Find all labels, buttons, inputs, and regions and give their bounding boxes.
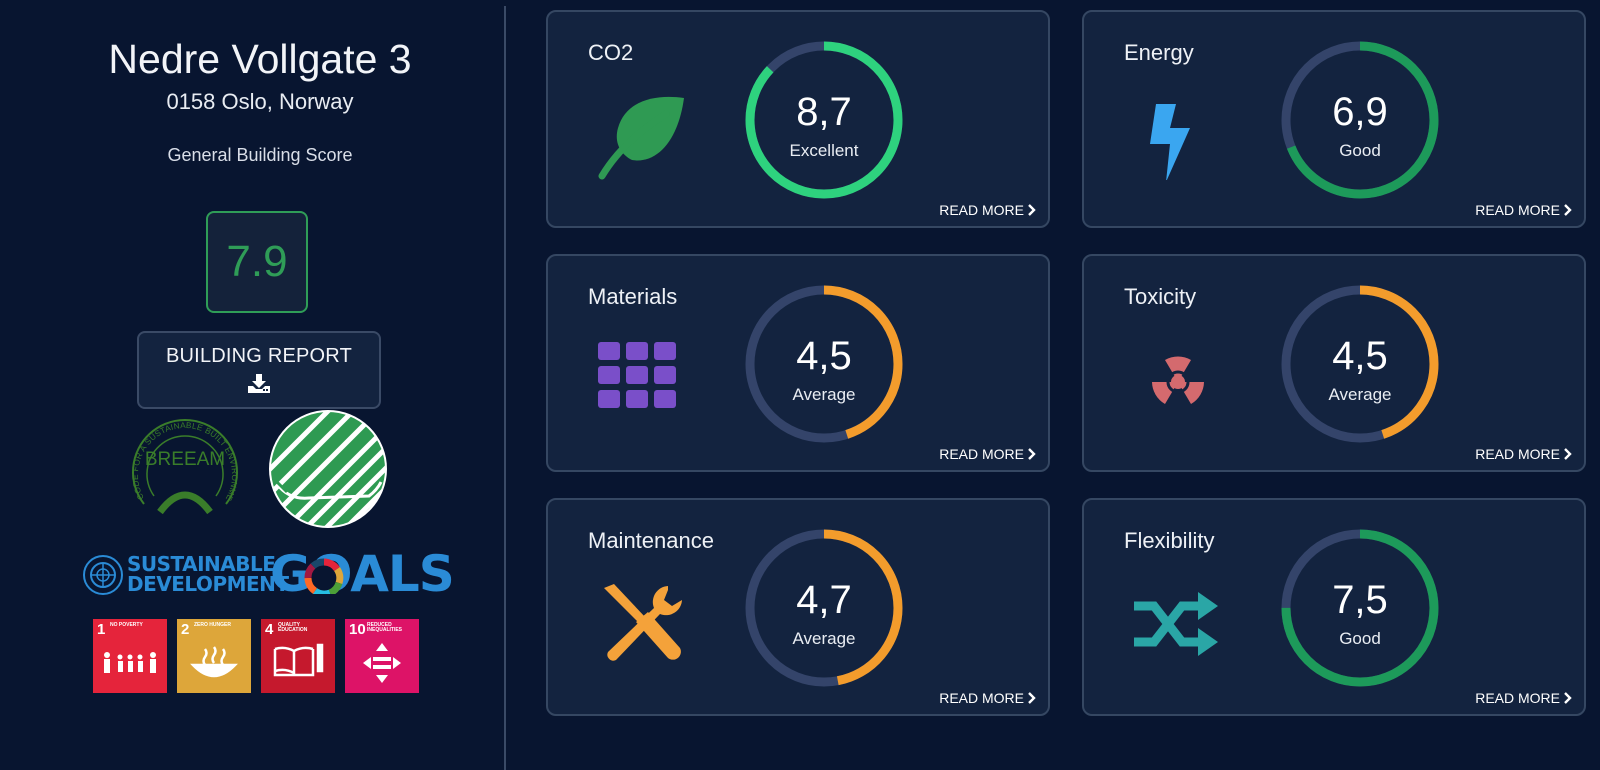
sdg-tile-2: 2 ZERO HUNGER	[177, 619, 251, 693]
general-score-badge: 7.9	[206, 211, 308, 313]
building-report-label: BUILDING REPORT	[166, 345, 352, 367]
sdg-tile-4: 4 QUALITY EDUCATION	[261, 619, 335, 693]
chevron-right-icon	[1028, 692, 1036, 704]
sdg-tile-caption: ZERO HUNGER	[194, 622, 231, 628]
card-co2: CO2 8,7 Excellent READ MORE	[546, 10, 1050, 228]
score-gauge: 4,5 Average	[1280, 284, 1440, 444]
card-toxicity: Toxicity 4,5 Average READ MORE	[1082, 254, 1586, 472]
card-energy: Energy 6,9 Good READ MORE	[1082, 10, 1586, 228]
sdg-text: SUSTAINABLE DEVELOPMENT	[127, 554, 289, 594]
chevron-right-icon	[1028, 448, 1036, 460]
card-title: Maintenance	[588, 528, 714, 553]
family-icon	[104, 652, 156, 673]
card-title: Flexibility	[1124, 528, 1215, 553]
tools-icon	[604, 584, 682, 661]
score-value: 4,5	[1332, 334, 1388, 378]
read-more-label: READ MORE	[939, 690, 1024, 706]
sdg-tile-1: 1 NO POVERTY	[93, 619, 167, 693]
score-label: General Building Score	[167, 145, 353, 165]
sdg-line2: DEVELOPMENT	[127, 572, 289, 596]
leaf-icon	[598, 96, 684, 180]
chevron-right-icon	[1564, 204, 1572, 216]
card-title: Energy	[1124, 40, 1194, 65]
read-more-label: READ MORE	[939, 446, 1024, 462]
read-more-label: READ MORE	[939, 202, 1024, 218]
read-more-label: READ MORE	[1475, 202, 1560, 218]
chevron-right-icon	[1564, 692, 1572, 704]
gauge-progress	[1281, 529, 1439, 687]
sdg-line1: SUSTAINABLE	[127, 552, 276, 576]
score-rating: Good	[1339, 141, 1381, 160]
score-value: 4,7	[796, 578, 852, 622]
score-value: 8,7	[796, 90, 852, 134]
radiation-icon	[1152, 356, 1204, 404]
sdg-goals-word: GOALS	[270, 545, 455, 603]
score-rating: Good	[1339, 629, 1381, 648]
un-emblem-icon	[83, 555, 123, 595]
nordic-swan-ecolabel-logo	[269, 410, 387, 528]
sdg-logo: SUSTAINABLE DEVELOPMENT GOALS	[82, 548, 455, 604]
score-rating: Average	[1328, 385, 1392, 404]
book-pencil-icon	[273, 643, 324, 677]
score-value: 7,5	[1332, 578, 1388, 622]
sdg-tile-caption: QUALITY EDUCATION	[278, 622, 308, 633]
card-maintenance: Maintenance 4,7 Average READ MORE	[546, 498, 1050, 716]
read-more-link[interactable]: READ MORE	[939, 202, 1036, 218]
breeam-text: BREEAM	[145, 449, 225, 470]
chevron-right-icon	[1564, 448, 1572, 460]
read-more-link[interactable]: READ MORE	[1475, 202, 1572, 218]
sdg-tile-number: 10	[349, 621, 366, 638]
read-more-link[interactable]: READ MORE	[939, 446, 1036, 462]
card-materials: Materials 4,5 Average READ MORE	[546, 254, 1050, 472]
sdg-tile-number: 4	[265, 621, 274, 638]
breeam-logo: CODE FOR A SUSTAINABLE BUILT ENVIRONMENT…	[122, 408, 239, 515]
score-gauge: 4,5 Average	[744, 284, 904, 444]
building-sidebar: Nedre Vollgate 3 0158 Oslo, Norway Gener…	[0, 0, 505, 770]
gauge-progress	[1281, 285, 1439, 443]
gauge-progress	[745, 41, 903, 199]
gauge-progress	[745, 285, 903, 443]
sdg-tile-caption: REDUCED INEQUALITIES	[367, 622, 403, 633]
building-report-button[interactable]: BUILDING REPORT	[137, 331, 381, 409]
read-more-label: READ MORE	[1475, 690, 1560, 706]
score-rating: Average	[792, 385, 856, 404]
card-title: Materials	[588, 284, 678, 309]
score-gauge: 8,7 Excellent	[744, 40, 904, 200]
sdg-color-wheel-icon	[304, 558, 344, 594]
sdg-tile-10: 10 REDUCED INEQUALITIES	[345, 619, 419, 693]
building-name: Nedre Vollgate 3	[108, 36, 412, 82]
gauge-progress	[1281, 41, 1439, 199]
bowl-icon	[190, 646, 238, 678]
equality-arrows-icon	[363, 643, 401, 683]
read-more-link[interactable]: READ MORE	[1475, 446, 1572, 462]
sdg-tile-number: 2	[181, 621, 190, 638]
sdg-tile-number: 1	[97, 621, 106, 638]
download-icon	[248, 374, 270, 393]
score-value: 4,5	[796, 334, 852, 378]
chevron-right-icon	[1028, 204, 1036, 216]
card-title: Toxicity	[1124, 284, 1197, 309]
score-rating: Excellent	[789, 141, 859, 160]
score-value: 6,9	[1332, 90, 1388, 134]
read-more-label: READ MORE	[1475, 446, 1560, 462]
score-gauge: 7,5 Good	[1280, 528, 1440, 688]
card-flexibility: Flexibility 7,5 Good READ MORE	[1082, 498, 1586, 716]
score-gauge: 4,7 Average	[744, 528, 904, 688]
vertical-divider	[504, 6, 506, 770]
grid-icon	[598, 342, 676, 408]
building-address: 0158 Oslo, Norway	[166, 89, 354, 114]
shuffle-icon	[1134, 592, 1218, 656]
score-gauge: 6,9 Good	[1280, 40, 1440, 200]
score-rating: Average	[792, 629, 856, 648]
lightning-icon	[1150, 104, 1190, 180]
read-more-link[interactable]: READ MORE	[939, 690, 1036, 706]
read-more-link[interactable]: READ MORE	[1475, 690, 1572, 706]
card-title: CO2	[588, 40, 634, 65]
gauge-progress	[745, 529, 903, 687]
sdg-tile-caption: NO POVERTY	[110, 622, 143, 628]
